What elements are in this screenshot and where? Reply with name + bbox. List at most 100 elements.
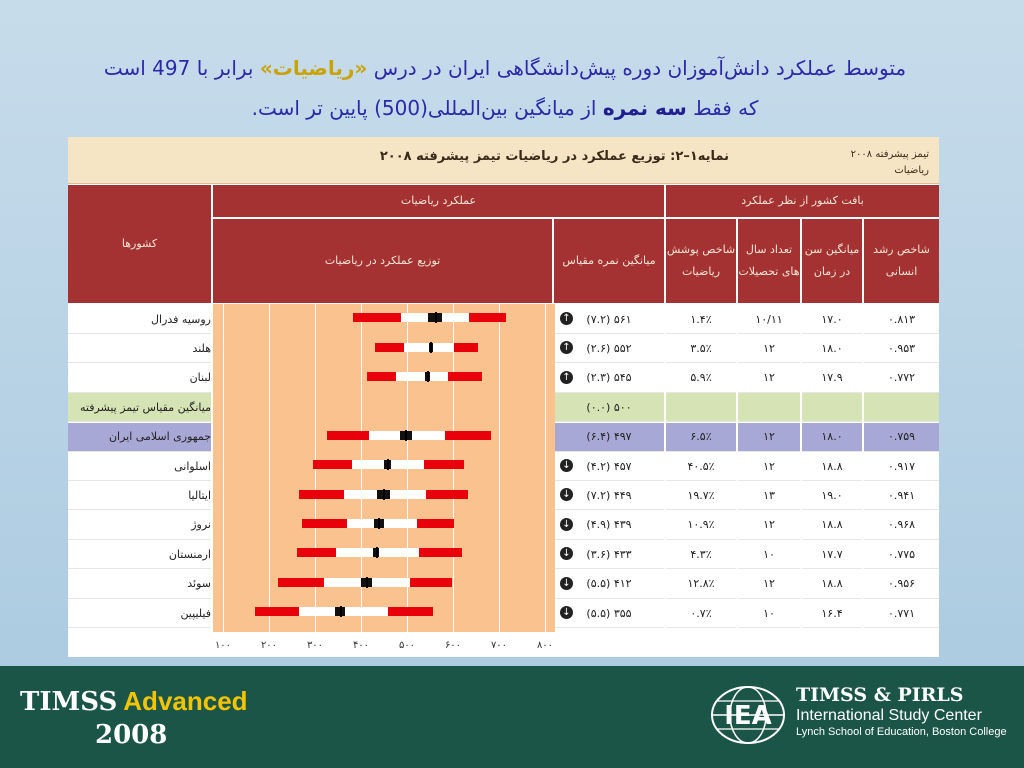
header-years-schooling: تعداد سال های تحصیلات xyxy=(738,219,800,303)
cell-years: ۱۰ xyxy=(738,599,800,628)
mean-marker xyxy=(375,547,378,559)
table-row: فیلیپین ۳۵۵ (۵.۵) ۰.۷٪ ۱۰ ۱۶.۴ ۰.۷۷۱ ↓ xyxy=(68,599,939,628)
exhibit-title: نمایه۱–۲: توزیع عملکرد در ریاضیات تیمز پ… xyxy=(379,149,729,164)
cell-years: ۱۲ xyxy=(738,363,800,393)
cell-coverage: ۱.۴٪ xyxy=(666,305,736,334)
arrow-up-icon: ↑ xyxy=(560,370,573,384)
cell-years: ۱۰ xyxy=(738,540,800,570)
title-line-2-start: که فقط xyxy=(686,96,759,120)
x-tick-label: ۸۰۰ xyxy=(536,640,554,651)
cell-hdi: ۰.۹۵۳ xyxy=(864,334,939,364)
footer-band: TIMSS Advanced 2008 IEA TIMSS & PIRLS Int… xyxy=(0,666,1024,768)
x-tick-label: ۲۰۰ xyxy=(260,640,278,651)
timss-advanced-logo: TIMSS Advanced 2008 xyxy=(20,686,248,750)
mean-marker xyxy=(378,518,381,529)
cell-coverage: ۱۹.۷٪ xyxy=(666,481,736,511)
cell-hdi: ۰.۹۱۷ xyxy=(864,452,939,481)
mean-marker xyxy=(383,488,386,500)
cell-coverage: ۰.۷٪ xyxy=(666,599,736,628)
title-line-2-end: از میانگین بین‌المللی(500) پایین تر است. xyxy=(251,96,603,120)
percentile-bar-high xyxy=(410,577,452,587)
mean-marker xyxy=(427,371,430,382)
corner-line-2: ریاضیات xyxy=(894,165,929,176)
header-math-performance: عملکرد ریاضیات xyxy=(213,185,664,217)
cell-country: جمهوری اسلامی ایران xyxy=(68,422,211,452)
percentile-bar-high xyxy=(445,430,492,440)
title-emphasis: سه نمره xyxy=(602,96,687,120)
isc-line-2: International Study Center xyxy=(796,707,982,724)
cell-age: ۱۸.۸ xyxy=(802,569,862,599)
arrow-down-icon: ↓ xyxy=(560,576,573,590)
title-line-1-start: متوسط عملکرد دانش‌آموزان دوره پیش‌دانشگا… xyxy=(367,56,907,80)
arrow-up-icon: ↑ xyxy=(560,341,573,355)
percentile-bar-low xyxy=(277,577,325,587)
mean-marker xyxy=(430,341,433,353)
x-tick-label: ۵۰۰ xyxy=(398,640,416,651)
mean-marker xyxy=(366,576,369,588)
table-row: میانگین مقیاس تیمز پیشرفته ۵۰۰ (۰.۰) xyxy=(68,393,939,423)
cell-coverage: ۴۰.۵٪ xyxy=(666,452,736,481)
gridline xyxy=(269,304,270,632)
percentile-bar-low xyxy=(327,430,369,440)
cell-age: ۱۷.۹ xyxy=(802,363,862,393)
cell-years: ۱۲ xyxy=(738,452,800,481)
arrow-down-icon: ↓ xyxy=(560,459,573,472)
cell-hdi xyxy=(864,393,939,423)
cell-score: ۳۵۵ (۵.۵) xyxy=(554,599,664,628)
percentile-bar-high xyxy=(388,607,433,617)
cell-hdi: ۰.۷۷۵ xyxy=(864,540,939,570)
isc-line-1: TIMSS & PIRLS xyxy=(796,684,964,706)
cell-hdi: ۰.۷۷۱ xyxy=(864,599,939,628)
cell-score: ۴۹۷ (۶.۴) xyxy=(554,422,664,452)
cell-hdi: ۰.۹۶۸ xyxy=(864,510,939,540)
cell-country: نروژ xyxy=(68,510,211,540)
percentile-bar-low xyxy=(353,313,401,323)
exhibit-header: نمایه۱–۲: توزیع عملکرد در ریاضیات تیمز پ… xyxy=(68,137,939,184)
title-line-2: که فقط سه نمره از میانگین بین‌المللی(500… xyxy=(30,88,980,128)
cell-country: ارمنستان xyxy=(68,540,211,570)
table-row: ایتالیا ۴۴۹ (۷.۲) ۱۹.۷٪ ۱۳ ۱۹.۰ ۰.۹۴۱ ↓ xyxy=(68,481,939,511)
percentile-bar-high xyxy=(418,548,463,558)
percentile-bar-low xyxy=(254,607,300,617)
cell-coverage: ۵.۹٪ xyxy=(666,363,736,393)
percentile-bar-low xyxy=(366,372,396,381)
percentile-bar-high xyxy=(424,460,465,470)
cell-country: سوئد xyxy=(68,569,211,599)
title-line-1-end: برابر با 497 است xyxy=(103,56,260,80)
mean-marker xyxy=(386,459,389,471)
cell-country: فیلیپین xyxy=(68,599,211,628)
percentile-bar-high xyxy=(453,342,479,352)
cell-score: ۵۰۰ (۰.۰) xyxy=(554,393,664,423)
arrow-down-icon: ↓ xyxy=(560,547,573,561)
table-row: اسلوانی ۴۵۷ (۴.۲) ۴۰.۵٪ ۱۲ ۱۸.۸ ۰.۹۱۷ ↓ xyxy=(68,452,939,481)
cell-age: ۱۹.۰ xyxy=(802,481,862,511)
cell-age: ۱۸.۸ xyxy=(802,452,862,481)
exhibit-corner-label: تیمز پیشرفته ۲۰۰۸ ریاضیات xyxy=(809,147,929,179)
cell-age xyxy=(802,393,862,423)
arrow-down-icon: ↓ xyxy=(560,606,573,619)
header-hdi: شاخص رشد انسانی xyxy=(864,219,939,303)
x-tick-label: ۳۰۰ xyxy=(306,640,324,651)
percentile-bar-mid xyxy=(395,372,449,381)
cell-hdi: ۰.۸۱۳ xyxy=(864,305,939,334)
cell-age: ۱۶.۴ xyxy=(802,599,862,628)
table-row: ارمنستان ۴۳۳ (۳.۶) ۴.۳٪ ۱۰ ۱۷.۷ ۰.۷۷۵ ↓ xyxy=(68,540,939,570)
gridline xyxy=(223,304,224,632)
cell-country: ایتالیا xyxy=(68,481,211,511)
cell-years xyxy=(738,393,800,423)
distribution-plot xyxy=(213,304,555,632)
cell-coverage: ۴.۳٪ xyxy=(666,540,736,570)
cell-age: ۱۸.۸ xyxy=(802,510,862,540)
percentile-bar-high xyxy=(468,313,507,323)
corner-line-1: تیمز پیشرفته ۲۰۰۸ xyxy=(850,149,929,160)
cell-years: ۱۳ xyxy=(738,481,800,511)
header-avg-age: میانگین سن در زمان xyxy=(802,219,862,303)
table-row: هلند ۵۵۲ (۲.۶) ۳.۵٪ ۱۲ ۱۸.۰ ۰.۹۵۳ ↑ xyxy=(68,334,939,364)
arrow-up-icon: ↑ xyxy=(560,312,573,325)
x-tick-label: ۷۰۰ xyxy=(490,640,508,651)
percentile-bar-high xyxy=(448,372,482,381)
cell-hdi: ۰.۹۵۶ xyxy=(864,569,939,599)
iea-globe-icon: IEA xyxy=(711,686,785,744)
percentile-bar-high xyxy=(416,519,454,528)
cell-country: روسیه فدرال xyxy=(68,305,211,334)
